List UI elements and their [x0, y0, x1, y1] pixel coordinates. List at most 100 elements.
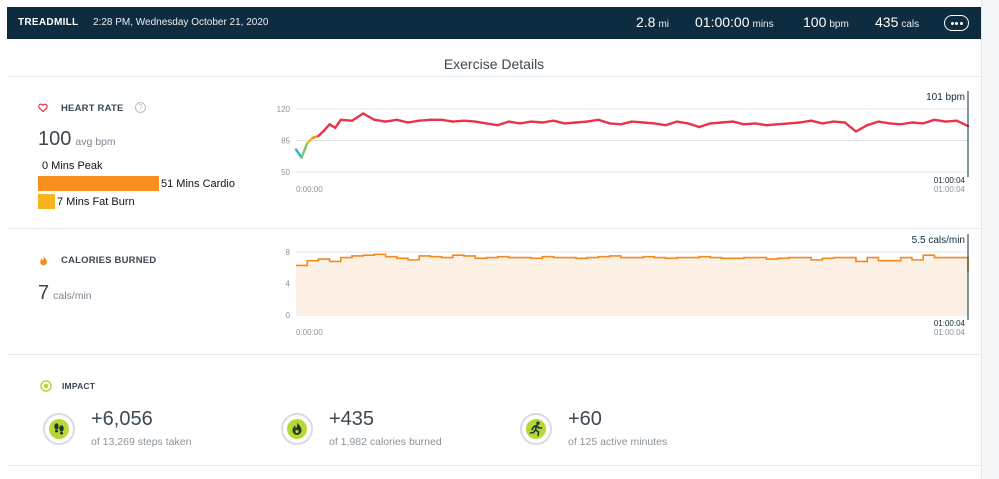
heart-rate-segment	[518, 120, 533, 125]
heart-rate-segment	[787, 121, 802, 125]
heart-rate-segment	[933, 118, 947, 123]
impact-calories-badge	[281, 413, 313, 445]
heart-rate-segment	[630, 120, 645, 124]
divider	[7, 76, 981, 77]
impact-active-subtitle: of 125 active minutes	[568, 436, 668, 448]
distance-value: 2.8	[636, 14, 656, 30]
help-icon[interactable]: ?	[135, 102, 146, 113]
heart-rate-segment	[339, 118, 354, 122]
heart-rate-segment	[653, 122, 667, 127]
duration-unit: mins	[752, 19, 774, 30]
x-end-label: 01:00:04	[934, 319, 966, 328]
heart-rate-segment	[474, 120, 488, 125]
heart-rate-segment	[317, 129, 326, 138]
divider	[7, 465, 981, 466]
heart-rate-segment	[754, 122, 768, 127]
heart-rate-segment	[765, 123, 779, 127]
heart-rate-segment	[686, 122, 701, 129]
heart-rate-segment	[574, 120, 589, 124]
heart-rate-segment	[821, 120, 835, 125]
zone-cardio-label: 51 Mins Cardio	[161, 178, 235, 190]
heart-rate-segment	[877, 120, 891, 125]
zone-fatburn-bar	[38, 194, 55, 209]
impact-active-badge	[520, 413, 552, 445]
heart-rate-segment	[485, 122, 499, 127]
running-person-icon	[529, 421, 543, 437]
heart-rate-segment	[731, 120, 746, 126]
y-tick-label: 120	[277, 105, 291, 114]
heart-rate-segment	[334, 118, 342, 130]
calories-stat: 435 cals	[875, 14, 919, 32]
y-tick-label: 50	[281, 168, 290, 177]
impact-steps-subtitle: of 13,269 steps taken	[91, 436, 192, 448]
heart-rate-segment	[944, 119, 958, 123]
zone-fatburn-label: 7 Mins Fat Burn	[57, 196, 135, 208]
ellipsis-icon	[950, 21, 954, 25]
flame-icon	[40, 255, 47, 266]
heart-rate-segment	[619, 120, 634, 126]
heart-rate-segment	[362, 112, 376, 122]
heart-rate-segment	[866, 120, 880, 127]
heart-rate-segment	[798, 119, 813, 124]
heart-rate-segment	[462, 119, 477, 123]
y-tick-label: 85	[281, 137, 290, 146]
heart-rate-segment	[563, 121, 578, 125]
heart-rate-segment	[322, 123, 331, 132]
heart-rate-segment	[384, 118, 398, 123]
heart-rate-segment	[608, 122, 622, 126]
calories-area-fill	[296, 254, 968, 315]
heart-rate-segment	[854, 123, 869, 133]
divider	[7, 228, 981, 229]
heart-rate-segment	[306, 136, 314, 145]
calories-unit: cals	[901, 19, 920, 30]
x-end-label-secondary: 01:00:04	[934, 185, 966, 194]
heart-rate-segment	[440, 118, 454, 123]
heart-rate-segment	[955, 119, 970, 128]
heart-rate-segment	[675, 120, 690, 125]
calories-avg-value: 7	[38, 282, 50, 304]
impact-calories-subtitle: of 1,982 calories burned	[329, 436, 442, 448]
calories-series-line	[296, 253, 969, 272]
heart-rate-segment	[541, 119, 555, 124]
x-start-label: 0:00:00	[296, 328, 323, 337]
x-end-label: 01:00:04	[934, 176, 966, 185]
heart-rate-segment	[843, 121, 858, 133]
avg-bpm-unit: bpm	[829, 19, 849, 30]
calories-average: 7 cals/min	[38, 282, 92, 305]
heart-rate-segment	[776, 122, 790, 126]
heart-rate-segment	[810, 119, 824, 125]
avg-bpm-value: 100	[803, 14, 827, 30]
cursor-value-label: 5.5 cals/min	[912, 235, 965, 246]
heart-rate-segment	[888, 122, 902, 126]
avg-bpm-stat: 100 bpm	[803, 14, 849, 32]
heart-rate-segment	[395, 118, 410, 124]
ellipsis-icon	[959, 21, 963, 25]
heart-rate-segment	[507, 120, 522, 125]
flame-icon	[292, 422, 302, 435]
heart-rate-segment	[300, 141, 309, 159]
heart-rate-segment	[496, 120, 510, 127]
heart-rate-segment	[720, 120, 734, 124]
more-options-button[interactable]	[944, 15, 969, 31]
heart-rate-segment	[451, 119, 466, 123]
impact-title: IMPACT	[62, 381, 96, 391]
activity-name: TREADMILL	[18, 17, 79, 28]
y-tick-label: 0	[286, 311, 291, 320]
page-scrollbar[interactable]	[981, 0, 999, 479]
heart-rate-title: HEART RATE	[61, 103, 124, 114]
activity-datetime: 2:28 PM, Wednesday October 21, 2020	[93, 17, 269, 28]
heart-rate-segment	[552, 119, 566, 125]
impact-active-value: +60	[568, 408, 602, 430]
calories-burned-title: CALORIES BURNED	[61, 255, 157, 266]
calories-value: 435	[875, 14, 899, 30]
heart-rate-segment	[373, 118, 387, 123]
heart-rate-segment	[597, 118, 611, 125]
heart-rate-segment	[350, 112, 365, 122]
exercise-details-panel: TREADMILL 2:28 PM, Wednesday October 21,…	[7, 7, 981, 479]
distance-unit: mi	[658, 19, 670, 30]
heart-rate-segment	[698, 122, 712, 129]
heart-rate-avg-value: 100	[38, 128, 72, 150]
heart-rate-segment	[530, 120, 544, 124]
